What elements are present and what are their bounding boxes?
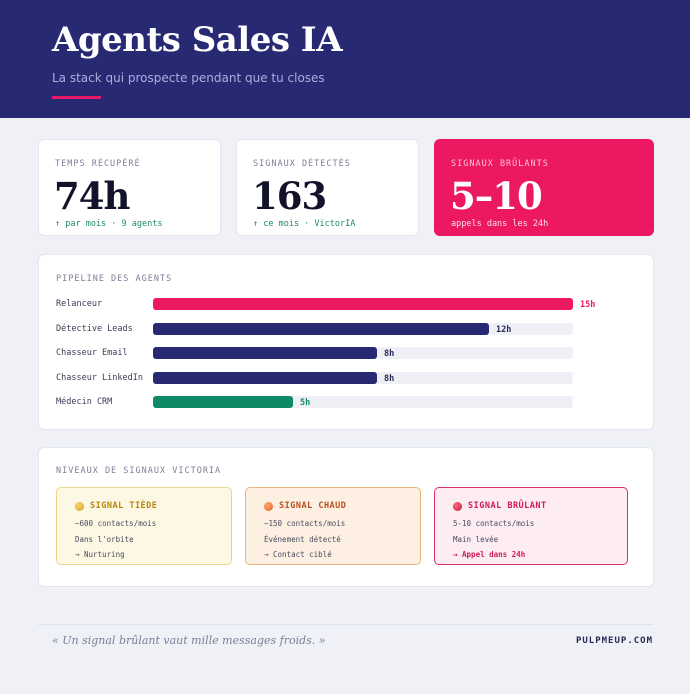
footer-brand-link[interactable]: PULPMEUP.COM xyxy=(575,636,653,646)
signal-card-brulant: SIGNAL BRÛLANT 5-10 contacts/mois Main l… xyxy=(434,487,628,565)
signal-name: SIGNAL CHAUD xyxy=(279,501,347,511)
signal-card-tiede: SIGNAL TIÈDE ~600 contacts/mois Dans l'o… xyxy=(56,487,232,565)
bar-fill xyxy=(153,322,489,335)
stat-sub: ↑ ce mois · VictorIA xyxy=(253,219,356,229)
page-title: Agents Sales IA xyxy=(52,20,343,60)
bar-label: Chasseur Email xyxy=(56,348,128,358)
bar-fill xyxy=(153,396,293,408)
signal-name: SIGNAL TIÈDE xyxy=(90,501,158,511)
orange-dot-icon xyxy=(264,501,273,511)
stat-sub: ↑ par mois · 9 agents xyxy=(55,219,163,229)
section-title: PIPELINE DES AGENTS xyxy=(56,274,173,284)
bar-label: Médecin CRM xyxy=(56,397,113,407)
stat-card-signals: SIGNAUX DÉTECTÉS 163 ↑ ce mois · VictorI… xyxy=(236,139,419,236)
bar-row: Chasseur LinkedIn 8h xyxy=(56,371,636,385)
signal-card-chaud: SIGNAL CHAUD ~150 contacts/mois Événemen… xyxy=(245,487,421,565)
stat-card-hot-signals: SIGNAUX BRÛLANTS 5–10 appels dans les 24… xyxy=(434,139,654,236)
bar-track xyxy=(153,322,573,335)
bar-track xyxy=(153,347,573,359)
stat-card-time: TEMPS RÉCUPÉRÉ 74h ↑ par mois · 9 agents xyxy=(38,139,221,236)
bar-label: Détective Leads xyxy=(56,323,133,334)
section-title: NIVEAUX DE SIGNAUX VICTORIA xyxy=(56,466,222,476)
bar-track xyxy=(153,371,573,384)
signal-desc: Dans l'orbite xyxy=(75,535,134,544)
bar-value: 8h xyxy=(384,349,395,359)
signal-heading: SIGNAL BRÛLANT xyxy=(453,501,547,511)
signal-volume: 5-10 contacts/mois xyxy=(453,519,535,528)
bar-track xyxy=(153,396,573,408)
signal-name: SIGNAL BRÛLANT xyxy=(468,501,547,511)
signal-desc: Main levée xyxy=(453,535,499,544)
red-dot-icon xyxy=(453,501,462,511)
bar-value: 12h xyxy=(496,324,512,335)
signal-volume: ~600 contacts/mois xyxy=(75,519,157,528)
stat-sub: appels dans les 24h xyxy=(451,219,549,229)
signal-action: → Contact ciblé xyxy=(264,550,332,559)
pipeline-card: PIPELINE DES AGENTS Relanceur 15h Détectiv… xyxy=(38,254,654,430)
header-banner: Agents Sales IA La stack qui prospecte p… xyxy=(0,0,690,118)
bar-track xyxy=(153,298,573,310)
bar-row: Détective Leads 12h xyxy=(56,322,636,336)
signals-card: NIVEAUX DE SIGNAUX VICTORIA SIGNAL TIÈDE… xyxy=(38,447,654,587)
bar-label: Chasseur LinkedIn xyxy=(56,372,143,383)
bar-fill xyxy=(153,371,377,384)
page-subtitle: La stack qui prospecte pendant que tu cl… xyxy=(52,71,325,85)
bar-label: Relanceur xyxy=(56,299,103,309)
bar-row: Relanceur 15h xyxy=(56,297,636,311)
stat-value: 163 xyxy=(252,174,327,218)
bar-fill xyxy=(153,298,573,310)
stat-label: SIGNAUX BRÛLANTS xyxy=(451,159,549,169)
signal-desc: Événement détecté xyxy=(264,535,341,544)
bar-value: 8h xyxy=(384,373,395,384)
footer-divider xyxy=(38,624,653,625)
yellow-dot-icon xyxy=(75,501,84,511)
signal-action: → Appel dans 24h xyxy=(453,550,526,559)
bar-value: 5h xyxy=(300,398,311,408)
signal-volume: ~150 contacts/mois xyxy=(264,519,346,528)
accent-divider xyxy=(52,96,101,99)
signal-heading: SIGNAL TIÈDE xyxy=(75,501,157,511)
bar-fill xyxy=(153,347,377,359)
bar-row: Chasseur Email 8h xyxy=(56,346,636,360)
bar-value: 15h xyxy=(580,300,596,310)
signal-action: → Nurturing xyxy=(75,550,125,559)
footer-quote: « Un signal brûlant vaut mille messages … xyxy=(52,634,326,647)
bar-row: Médecin CRM 5h xyxy=(56,395,636,409)
stat-label: TEMPS RÉCUPÉRÉ xyxy=(55,159,141,169)
stat-label: SIGNAUX DÉTECTÉS xyxy=(253,159,351,169)
stat-value: 74h xyxy=(54,174,130,218)
signal-heading: SIGNAL CHAUD xyxy=(264,501,346,511)
stat-value: 5–10 xyxy=(450,174,543,218)
